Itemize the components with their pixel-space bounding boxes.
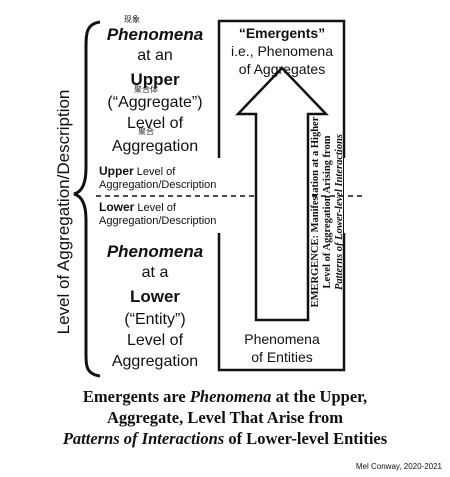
emergents-line2: i.e., Phenomena bbox=[231, 43, 333, 59]
upper-boundary-line2: Aggregation/Description bbox=[99, 179, 217, 191]
author-credit: Mel Conway, 2020-2021 bbox=[355, 462, 442, 471]
caption-line1: Emergents are Phenomena at the Upper, bbox=[0, 386, 450, 407]
arrow-text-line3: Patterns of Lower-level Interactions bbox=[334, 133, 345, 291]
upper-boundary-rest: Level of bbox=[133, 166, 176, 178]
brace-shape bbox=[73, 20, 101, 378]
entities-line2: of Entities bbox=[251, 349, 313, 365]
caption-line1-c: at the Upper, bbox=[271, 387, 368, 406]
aggregate-paren-text: (“Aggregate”) bbox=[107, 94, 203, 111]
caption-line3-a: Patterns of Interactions bbox=[62, 429, 225, 448]
cjk-aggregate-note: 聚合体 bbox=[134, 85, 158, 94]
lower-boundary-label: Lower Level of bbox=[99, 200, 176, 215]
side-axis-label: Level of Aggregation/Description bbox=[54, 89, 73, 335]
emergence-arrow bbox=[235, 66, 329, 322]
emergents-title: “Emergents” bbox=[238, 25, 326, 41]
upper-boundary-word: Upper bbox=[99, 164, 134, 178]
upper-box bbox=[217, 19, 346, 158]
upper-word-text: Upper bbox=[130, 70, 180, 89]
cjk-aggregation-note: 聚合 bbox=[138, 127, 154, 136]
upper-at-an-text: at an bbox=[137, 47, 173, 64]
upper-level-of-text: Level of bbox=[126, 115, 184, 132]
upper-level-description: Phenomena at an Upper (“Aggregate”) Leve… bbox=[96, 24, 214, 157]
emergents-box-text: “Emergents” i.e., Phenomena of Aggregate… bbox=[222, 24, 342, 78]
caption-line1-b: Phenomena bbox=[189, 387, 272, 406]
entities-line1: Phenomena bbox=[244, 331, 320, 347]
cjk-phenomena-note: 现象 bbox=[124, 15, 140, 24]
lower-at-a-text: at a bbox=[141, 264, 169, 281]
lower-word-text: Lower bbox=[129, 287, 181, 306]
lower-level-of-text: Level of bbox=[126, 332, 184, 349]
diagram-caption: Emergents are Phenomena at the Upper, Ag… bbox=[0, 386, 450, 449]
lower-boundary-line2: Aggregation/Description bbox=[99, 215, 217, 227]
caption-line3: Patterns of Interactions of Lower-level … bbox=[0, 428, 450, 449]
emergence-arrow-text: EMERGENCE: Manifestation at a Higher Lev… bbox=[310, 104, 358, 320]
lower-phenomena-text: Phenomena bbox=[106, 242, 204, 261]
caption-line2: Aggregate, Level That Arise from bbox=[107, 408, 343, 427]
lower-level-description: Phenomena at a Lower (“Entity”) Level of… bbox=[96, 241, 214, 372]
lower-boundary-word: Lower bbox=[99, 200, 135, 214]
arrow-text-line2: Level of Aggregation Arising from bbox=[322, 135, 333, 289]
lower-aggregation-text: Aggregation bbox=[111, 353, 199, 370]
entity-paren-text: (“Entity”) bbox=[124, 311, 186, 328]
upper-aggregation-text: Aggregation bbox=[111, 138, 199, 155]
upper-boundary-label: Upper Level of bbox=[99, 164, 175, 179]
lower-box bbox=[217, 233, 346, 372]
emergents-line3: of Aggregates bbox=[238, 61, 326, 77]
lower-boundary-rest: Level of bbox=[134, 202, 176, 214]
entities-box-text: Phenomena of Entities bbox=[222, 330, 342, 366]
upper-phenomena-text: Phenomena bbox=[106, 25, 204, 44]
caption-line1-a: Emergents are bbox=[82, 387, 190, 406]
caption-line3-b: of Lower-level Entities bbox=[224, 429, 388, 448]
arrow-text-line1: EMERGENCE: Manifestation at a Higher bbox=[310, 116, 321, 308]
